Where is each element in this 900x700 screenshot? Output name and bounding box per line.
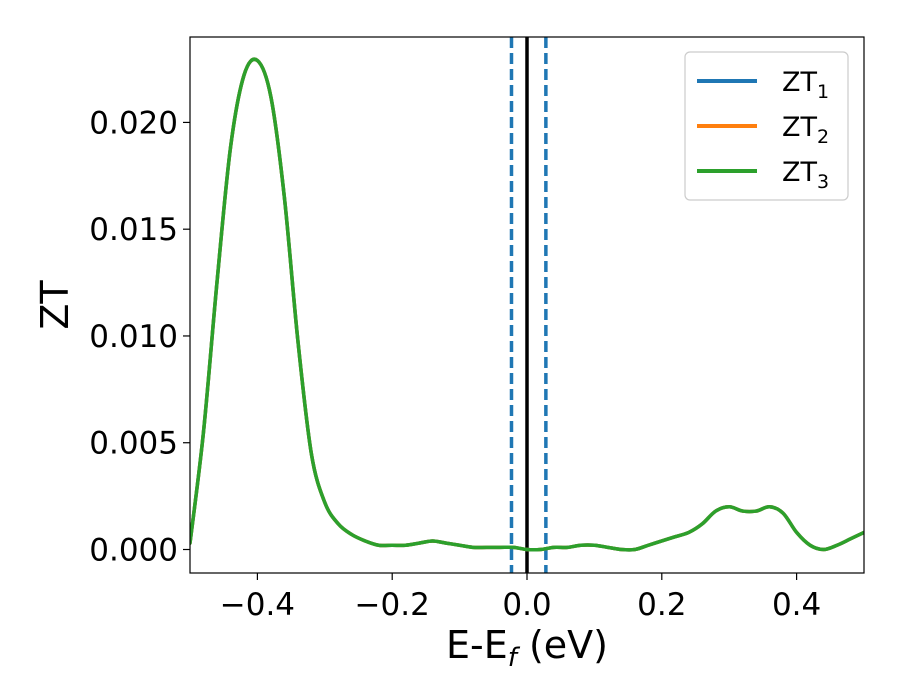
x-axis-ticks: −0.4 −0.2 0.0 0.2 0.4	[220, 573, 821, 623]
legend: ZT1 ZT2 ZT3	[684, 51, 849, 201]
y-tick-label: 0.010	[89, 319, 178, 355]
legend-box	[684, 51, 849, 201]
x-tick-label: −0.2	[355, 587, 430, 623]
y-tick-label: 0.005	[89, 426, 178, 462]
x-tick-label: 0.0	[502, 587, 551, 623]
y-tick-label: 0.000	[89, 533, 178, 569]
y-axis-title: ZT	[33, 280, 77, 330]
series-line-zt3	[190, 57, 864, 552]
x-tick-label: −0.4	[220, 587, 295, 623]
vertical-markers	[509, 37, 548, 573]
series-lines	[190, 57, 864, 552]
x-axis-title-main: E-E	[446, 623, 508, 667]
x-tick-label: 0.4	[772, 587, 821, 623]
legend-label-zt2: ZT2	[782, 112, 829, 148]
legend-label-zt1: ZT1	[782, 67, 829, 103]
y-axis-ticks: 0.000 0.005 0.010 0.015 0.020	[89, 105, 190, 569]
x-axis-title-suffix: (eV)	[517, 623, 608, 667]
legend-label-zt3: ZT3	[782, 157, 829, 193]
x-axis-title: E-Ef (eV)	[446, 623, 608, 673]
y-tick-label: 0.015	[89, 212, 178, 248]
legend-entries: ZT1 ZT2 ZT3	[697, 67, 829, 193]
y-tick-label: 0.020	[89, 105, 178, 141]
x-tick-label: 0.2	[637, 587, 686, 623]
